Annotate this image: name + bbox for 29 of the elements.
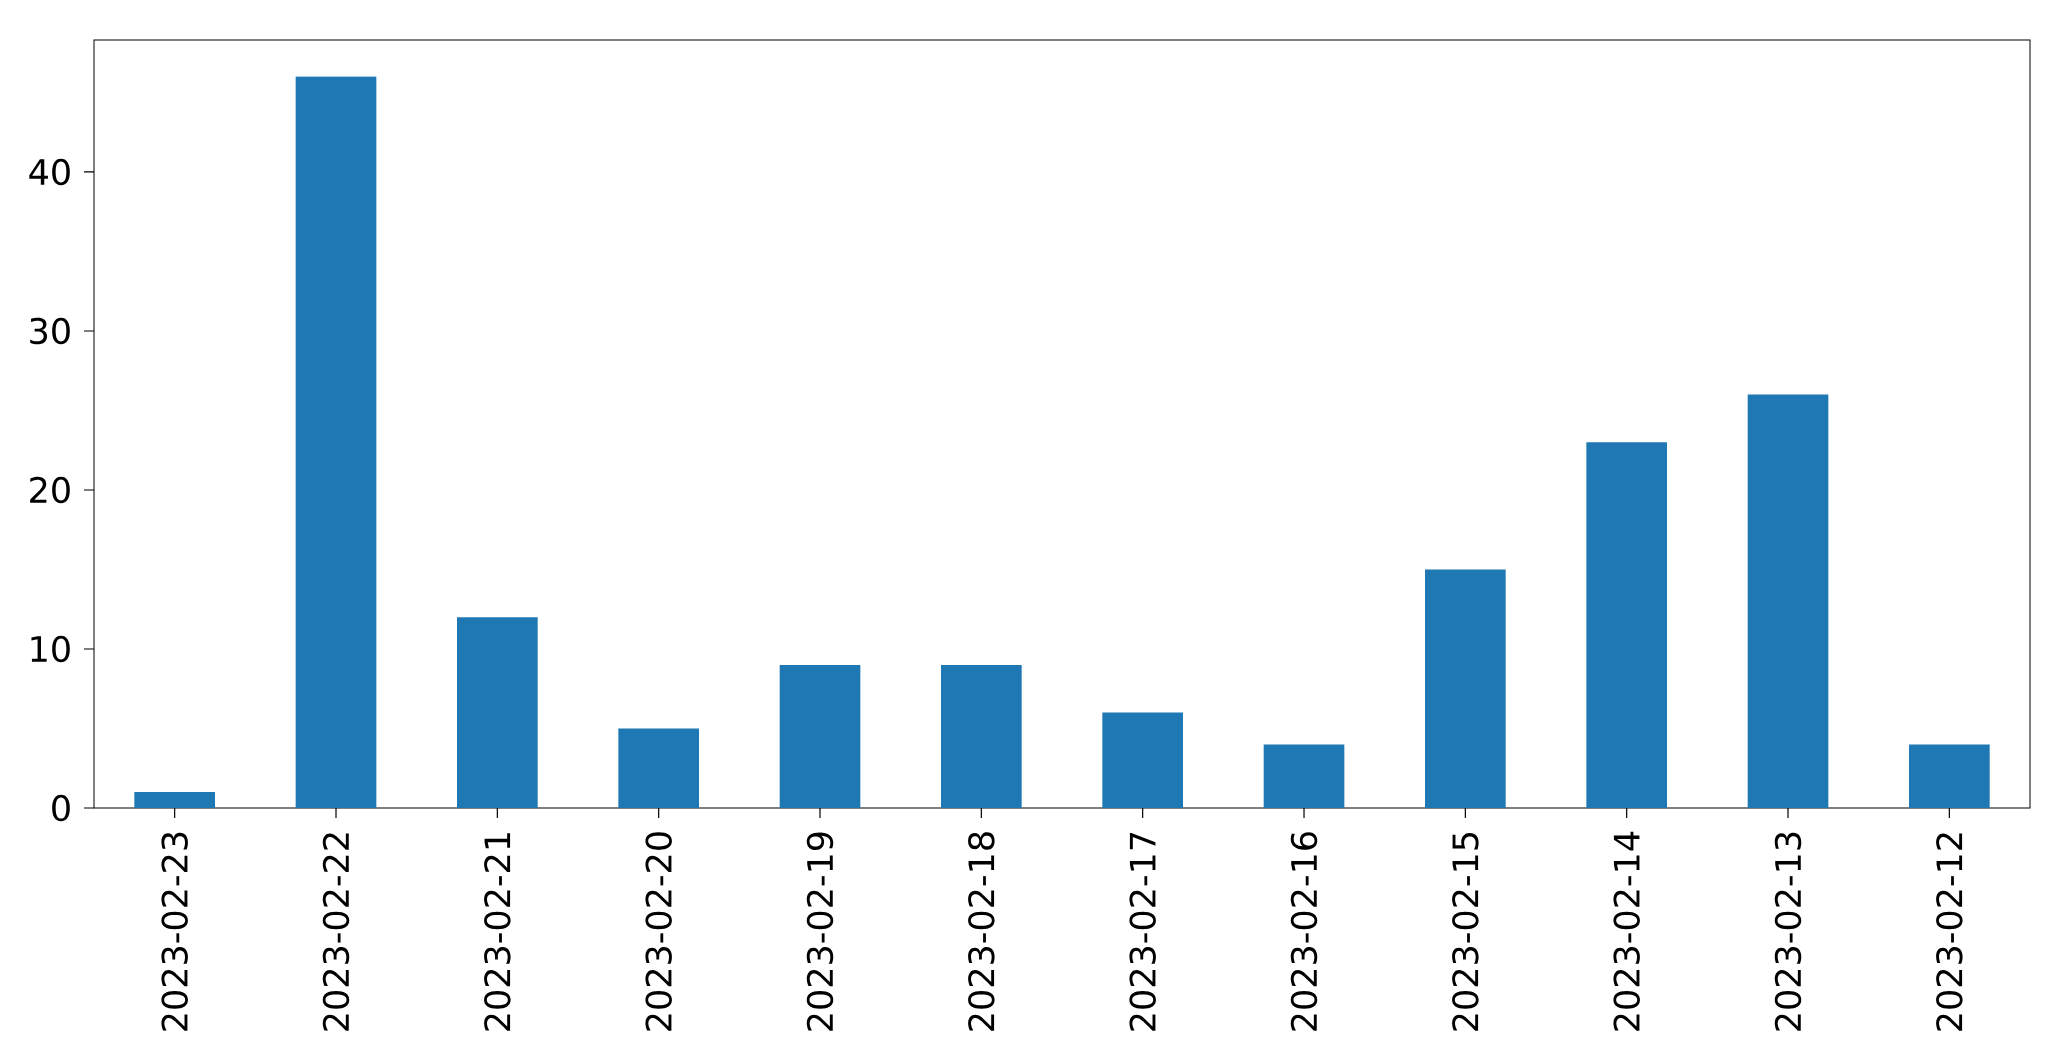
x-tick-label: 2023-02-20 xyxy=(645,832,672,1031)
x-tick-label: 2023-02-12 xyxy=(1936,833,1963,1031)
bar xyxy=(457,617,538,808)
bar xyxy=(1263,744,1345,808)
x-tick-label: 2023-02-16 xyxy=(1290,832,1318,1031)
bar xyxy=(618,728,700,808)
x-tick-label: 2023-02-13 xyxy=(1774,832,1802,1031)
x-tick-label: 2023-02-19 xyxy=(806,832,834,1031)
x-tick-label: 2023-02-17 xyxy=(1129,832,1156,1031)
bar xyxy=(134,792,216,808)
y-tick-label: 40 xyxy=(29,158,70,186)
x-tick-label: 2023-02-14 xyxy=(1613,831,1640,1031)
x-tick-label: 2023-02-15 xyxy=(1452,832,1479,1031)
bar xyxy=(1747,394,1829,808)
y-tick-label: 0 xyxy=(52,794,70,822)
y-tick-label: 10 xyxy=(31,635,70,663)
y-tick-label: 30 xyxy=(30,317,70,345)
y-tick-label: 20 xyxy=(30,476,70,504)
x-tick-label: 2023-02-23 xyxy=(161,832,188,1031)
bar xyxy=(1586,442,1668,808)
bar xyxy=(1909,744,1990,808)
x-tick-label: 2023-02-22 xyxy=(322,833,350,1031)
bar xyxy=(779,664,861,808)
bar xyxy=(1425,569,1506,808)
bar xyxy=(941,664,1022,808)
x-tick-label: 2023-02-21 xyxy=(484,833,511,1031)
bar xyxy=(1102,712,1184,808)
x-tick-label: 2023-02-18 xyxy=(968,832,995,1031)
bar xyxy=(295,76,377,808)
